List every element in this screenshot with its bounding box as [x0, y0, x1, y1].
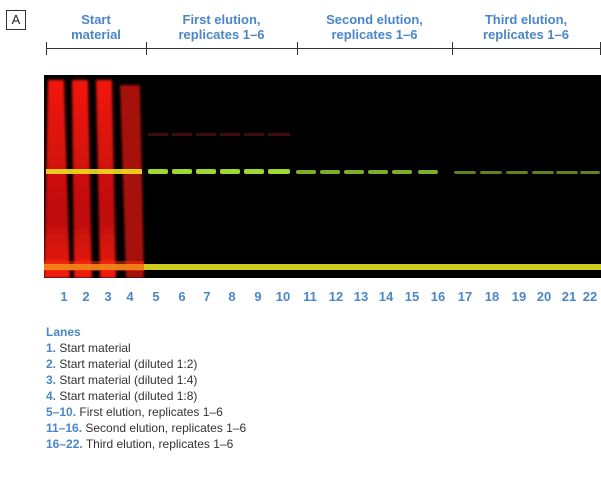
lane-number: 12 [328, 289, 344, 304]
group-label-line1: First elution, [182, 12, 261, 27]
lane-number: 6 [178, 289, 186, 304]
lane-band [172, 169, 192, 174]
group-label-line1: Second elution, [326, 12, 423, 27]
lane-band [320, 170, 340, 174]
lane-band [296, 170, 316, 174]
lane-band [344, 170, 364, 174]
legend-key: 1. [46, 341, 57, 355]
legend-key: 11–16. [46, 421, 83, 435]
lane-band [148, 169, 168, 174]
faint-band [172, 133, 192, 136]
group-bracket-line [46, 48, 601, 49]
panel-label: A [6, 10, 26, 30]
dye-front-red [44, 261, 144, 271]
legend-item: 16–22. Third elution, replicates 1–6 [46, 436, 246, 452]
legend-title: Lanes [46, 325, 81, 339]
lane-band [244, 169, 264, 174]
legend-text: Start material [56, 341, 131, 355]
lane-band [392, 170, 412, 174]
legend-text: Start material (diluted 1:8) [56, 389, 198, 403]
lane-number: 1 [60, 289, 68, 304]
lane-band [368, 170, 388, 174]
lane-number: 13 [353, 289, 369, 304]
lane-number: 21 [561, 289, 577, 304]
lane-number: 3 [104, 289, 112, 304]
legend-text: Start material (diluted 1:4) [56, 373, 198, 387]
lane-band [418, 170, 438, 174]
group-bracket-tick [297, 42, 298, 55]
legend-item: 4. Start material (diluted 1:8) [46, 388, 246, 404]
group-first-elution: First elution, replicates 1–6 [146, 12, 297, 42]
group-start-material: Start material [46, 12, 146, 42]
faint-band [244, 133, 264, 136]
group-bracket-tick [146, 42, 147, 55]
lane-number: 22 [582, 289, 598, 304]
elution-bands [148, 169, 600, 174]
group-label-line1: Start [81, 12, 111, 27]
lane-band [532, 171, 554, 174]
faint-band [220, 133, 240, 136]
legend-item: 5–10. First elution, replicates 1–6 [46, 404, 246, 420]
legend-item: 1. Start material [46, 340, 246, 356]
legend-text: Second elution, replicates 1–6 [82, 421, 247, 435]
faint-band [148, 133, 168, 136]
legend-item: 2. Start material (diluted 1:2) [46, 356, 246, 372]
lane-3-smear [96, 80, 116, 278]
lane-number: 2 [82, 289, 90, 304]
faint-band [196, 133, 216, 136]
group-third-elution: Third elution, replicates 1–6 [452, 12, 600, 42]
legend-key: 16–22. [46, 437, 83, 451]
lane-number: 5 [152, 289, 160, 304]
lane-band [268, 169, 290, 174]
lane-number: 9 [254, 289, 262, 304]
lane-4-smear [120, 85, 144, 278]
lane-number: 17 [457, 289, 473, 304]
gel-image [44, 75, 601, 278]
lane-number: 10 [275, 289, 291, 304]
lane-1-smear [44, 80, 70, 278]
group-bracket-tick [46, 42, 47, 55]
lane-number: 14 [378, 289, 394, 304]
lane-number: 11 [303, 289, 317, 304]
legend-text: First elution, replicates 1–6 [76, 405, 223, 419]
lane-2-smear [72, 80, 92, 278]
faint-band [268, 133, 290, 136]
lane-band [220, 169, 240, 174]
group-label-line1: Third elution, [484, 12, 568, 27]
lane-number: 16 [430, 289, 446, 304]
lane-number: 7 [203, 289, 211, 304]
legend-item: 11–16. Second elution, replicates 1–6 [46, 420, 246, 436]
legend-text: Third elution, replicates 1–6 [82, 437, 234, 451]
group-second-elution: Second elution, replicates 1–6 [297, 12, 452, 42]
lane-number: 8 [228, 289, 236, 304]
legend-item: 3. Start material (diluted 1:4) [46, 372, 246, 388]
lane-band [480, 171, 502, 174]
lane-number: 20 [536, 289, 552, 304]
lane-band [454, 171, 476, 174]
faint-upper-bands [148, 133, 290, 136]
group-label-line2: replicates 1–6 [482, 27, 569, 42]
legend-key: 4. [46, 389, 57, 403]
lane-band [556, 171, 578, 174]
lane-band [196, 169, 216, 174]
dye-front-band [44, 264, 601, 270]
legend-key: 3. [46, 373, 57, 387]
group-label-line2: replicates 1–6 [331, 27, 418, 42]
start-material-band [46, 169, 142, 174]
lane-number: 4 [126, 289, 134, 304]
lane-band [580, 171, 600, 174]
lane-legend: Lanes 1. Start material 2. Start materia… [46, 324, 246, 452]
lane-band [506, 171, 528, 174]
lane-number: 18 [484, 289, 500, 304]
legend-key: 2. [46, 357, 57, 371]
group-label-line2: material [71, 27, 121, 42]
group-bracket-tick [452, 42, 453, 55]
gel-bands-graphic [44, 80, 601, 278]
legend-text: Start material (diluted 1:2) [56, 357, 198, 371]
group-label-line2: replicates 1–6 [178, 27, 265, 42]
lane-number: 19 [511, 289, 527, 304]
legend-key: 5–10. [46, 405, 77, 419]
lane-number: 15 [404, 289, 420, 304]
